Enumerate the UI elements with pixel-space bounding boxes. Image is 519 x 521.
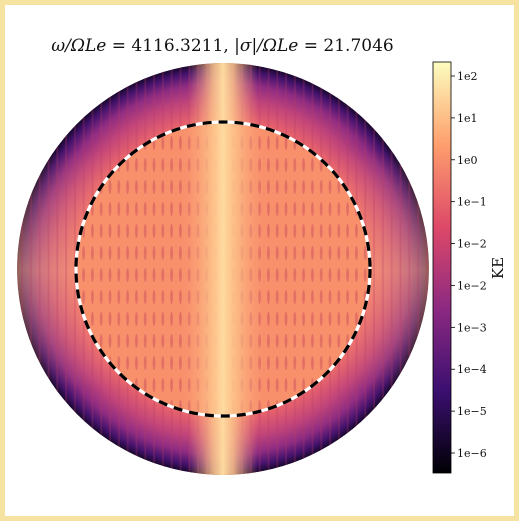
colorbar-tick-label: 1e−1	[457, 196, 487, 209]
omega-label: ω/ΩLe	[51, 36, 107, 56]
plot-title: ω/ΩLe = 4116.3211, |σ|/ΩLe = 21.7046	[0, 36, 445, 56]
inner-region	[76, 122, 370, 416]
omega-equals: =	[111, 36, 132, 56]
colorbar-tick-label: 1e−3	[457, 321, 487, 334]
inner-boundary-dashes	[74, 120, 372, 418]
colorbar-tick-label: 1e2	[457, 70, 478, 83]
sigma-value: 21.7046	[323, 36, 394, 56]
colorbar-tick-label: 1e−2	[457, 238, 487, 251]
title-comma: ,	[223, 36, 235, 56]
colorbar-tick-label: 1e1	[457, 112, 478, 125]
colorbar-tick-label: 1e−2	[457, 279, 487, 292]
colorbar-gradient	[432, 61, 452, 474]
colorbar-tick-label: 1e−5	[457, 405, 487, 418]
colorbar-ticks: 1e2 1e1 1e0 1e−1 1e−2 1e−2 1e−3 1e−4 1e−5 1e−6	[451, 70, 487, 460]
colorbar-tick-label: 1e−6	[457, 447, 487, 460]
sigma-equals: =	[303, 36, 324, 56]
colorbar-tick-label: 1e0	[457, 154, 478, 167]
colorbar-label: KE	[489, 257, 507, 279]
omega-value: 4116.3211	[131, 36, 224, 56]
sigma-label: |σ|/ΩLe	[234, 36, 299, 56]
colorbar-tick-label: 1e−4	[457, 363, 487, 376]
